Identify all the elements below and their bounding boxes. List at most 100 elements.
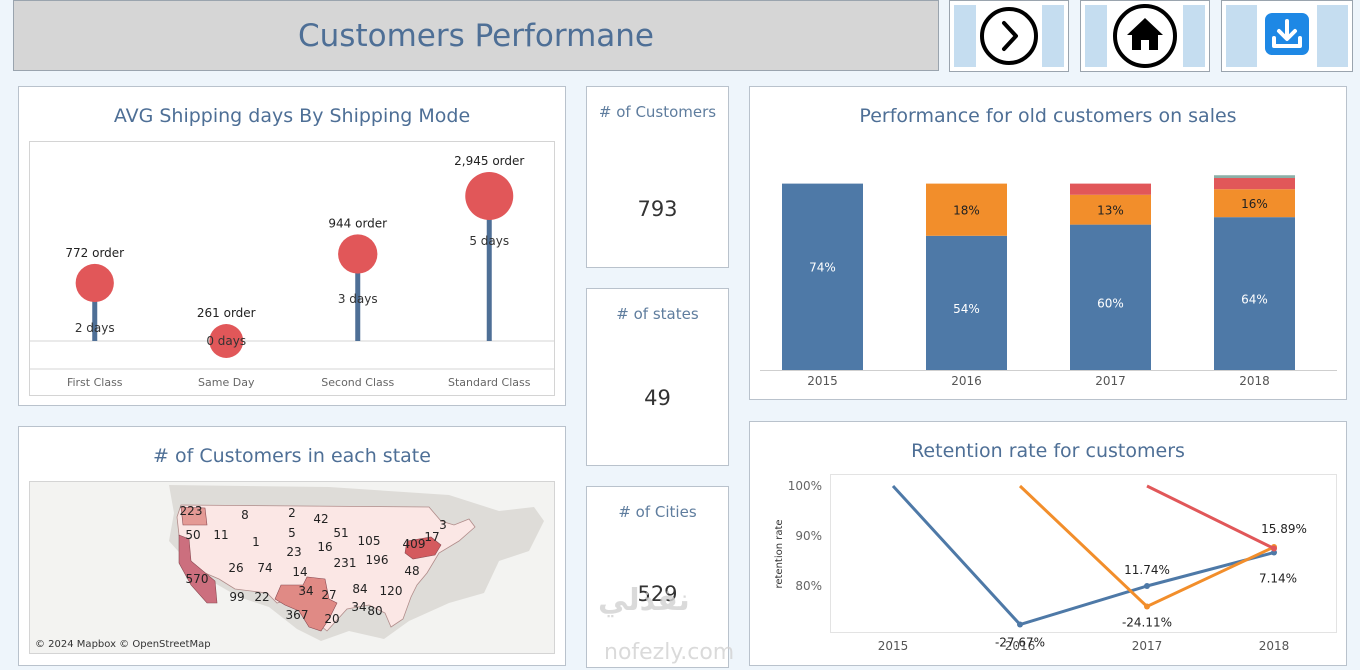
- retention-value-label: -24.11%: [1122, 616, 1172, 630]
- kpi-states: # of states 49: [586, 288, 729, 466]
- map-state-label: 14: [292, 565, 307, 579]
- kpi-cities-value: 529: [637, 582, 678, 606]
- performance-chart-title: Performance for old customers on sales: [859, 105, 1237, 127]
- bar-segment: [1070, 224, 1151, 370]
- shipping-days-label: 0 days: [206, 334, 246, 348]
- retention-point: [1271, 545, 1277, 552]
- dashboard-title-bar: Customers Performane: [13, 0, 939, 71]
- kpi-customers-label: # of Customers: [598, 103, 717, 121]
- bar-segment-label: 74%: [809, 261, 836, 275]
- shipping-order-label: 772 order: [65, 246, 124, 260]
- line-x-tick: 2015: [878, 639, 909, 653]
- kpi-customers: # of Customers 793: [586, 86, 729, 268]
- shipping-order-label: 944 order: [328, 216, 387, 230]
- map-state-label: 120: [380, 584, 403, 598]
- download-icon: [1257, 4, 1317, 68]
- shipping-days-label: 5 days: [469, 234, 509, 248]
- kpi-cities-label: # of Cities: [618, 503, 697, 521]
- map-state-label: 23: [286, 545, 301, 559]
- retention-line-chart: 100% 90% 80% retention rate 2015 2016 2017 2018…: [774, 474, 1337, 653]
- watermark-url: nofezly.com: [604, 640, 735, 665]
- map-state-label: 26: [228, 561, 243, 575]
- watermark-logo: نفذلي: [598, 583, 690, 618]
- bar-segment-label: 64%: [1241, 293, 1268, 307]
- bar-x-tick: 2015: [807, 374, 838, 388]
- shipping-dot: [465, 172, 514, 220]
- map-state-label: 34: [351, 600, 366, 614]
- map-state-label: 11: [213, 528, 228, 542]
- shipping-days-label: 2 days: [75, 321, 115, 335]
- bar-segment: [1070, 183, 1151, 195]
- retention-value-label: -27.67%: [995, 636, 1045, 650]
- shipping-lollipop-chart: 772 order 2 days First Class 261 order 0 day…: [29, 141, 555, 396]
- kpi-cities: # of Cities 529: [586, 486, 729, 668]
- map-state-label: 570: [186, 572, 209, 586]
- map-state-label: 27: [321, 588, 336, 602]
- map-state-label: 51: [333, 526, 348, 540]
- bar-segment-label: 13%: [1097, 204, 1124, 218]
- map-state-label: 50: [185, 528, 200, 542]
- bar-segment-label: 54%: [953, 302, 980, 316]
- retention-series-line: [891, 484, 1275, 627]
- kpi-states-value: 49: [644, 386, 671, 410]
- line-y-tick: 80%: [795, 579, 822, 593]
- map-state-label: 5: [288, 526, 296, 540]
- shipping-mode-tick: First Class: [67, 376, 123, 389]
- shipping-days-label: 3 days: [338, 292, 378, 306]
- page-title: Customers Performane: [298, 17, 654, 54]
- map-state-label: 3: [439, 518, 447, 532]
- line-x-tick: 2016: [1005, 639, 1036, 653]
- shipping-order-label: 2,945 order: [454, 154, 524, 168]
- next-button[interactable]: [949, 0, 1069, 72]
- line-plot-area: [830, 474, 1337, 633]
- bar-x-tick: 2017: [1095, 374, 1126, 388]
- us-state-map[interactable]: © 2024 Mapbox © OpenStreetMap 223 8 2 42 3 50…: [29, 481, 556, 655]
- shipping-mode-tick: Same Day: [198, 376, 255, 389]
- shipping-dot: [75, 263, 114, 303]
- shipping-order-label: 261 order: [197, 306, 256, 320]
- map-texas-shape: [274, 576, 338, 632]
- map-state-label: 42: [313, 512, 328, 526]
- home-icon: [1107, 4, 1183, 68]
- bar-segment: [1214, 217, 1295, 370]
- retention-point: [1144, 583, 1150, 589]
- retention-value-label: 7.14%: [1259, 572, 1297, 586]
- retention-rate-panel: Retention rate for customers 100% 90% 80% r…: [749, 421, 1347, 666]
- retention-point: [1017, 621, 1023, 628]
- performance-bar-chart: 74% 2015 54% 18% 2016 60% 13% 2017 64% 16% 2018: [760, 175, 1337, 388]
- line-y-axis-label: retention rate: [774, 519, 785, 588]
- retention-chart-title: Retention rate for customers: [911, 440, 1185, 462]
- retention-value-label: 15.89%: [1261, 522, 1307, 536]
- shipping-dot: [209, 324, 244, 358]
- map-state-label: 34: [298, 584, 313, 598]
- map-state-label: 409: [403, 537, 426, 551]
- bar-segment: [1214, 175, 1295, 179]
- map-state-label: 231: [334, 556, 357, 570]
- home-button[interactable]: [1080, 0, 1210, 72]
- map-state-label: 74: [257, 561, 272, 575]
- map-state-label: 1: [252, 535, 260, 549]
- map-state-label: 105: [358, 534, 381, 548]
- bar-segment: [1214, 189, 1295, 218]
- old-customers-sales-panel: Performance for old customers on sales 7…: [749, 86, 1347, 400]
- map-washington-shape: [180, 506, 208, 526]
- map-state-label: 223: [180, 504, 203, 518]
- bar-segment-label: 16%: [1241, 197, 1268, 211]
- map-state-label: 48: [404, 564, 419, 578]
- bar-segment: [926, 183, 1007, 236]
- map-california-shape: [178, 534, 218, 604]
- retention-value-label: 11.74%: [1124, 563, 1170, 577]
- map-state-label: 80: [367, 604, 382, 618]
- bar-segment: [1214, 178, 1295, 190]
- bar-segment-label: 18%: [953, 204, 980, 218]
- line-x-tick: 2018: [1259, 639, 1290, 653]
- map-state-label: 17: [424, 530, 439, 544]
- shipping-mode-tick: Standard Class: [448, 376, 531, 389]
- line-y-tick: 100%: [788, 479, 822, 493]
- shipping-chart-title: AVG Shipping days By Shipping Mode: [113, 105, 471, 127]
- map-title: # of Customers in each state: [153, 445, 431, 467]
- shipping-dot: [338, 234, 378, 274]
- shipping-mode-tick: Second Class: [321, 376, 394, 389]
- map-state-label: 2: [288, 506, 296, 520]
- download-button[interactable]: [1221, 0, 1353, 72]
